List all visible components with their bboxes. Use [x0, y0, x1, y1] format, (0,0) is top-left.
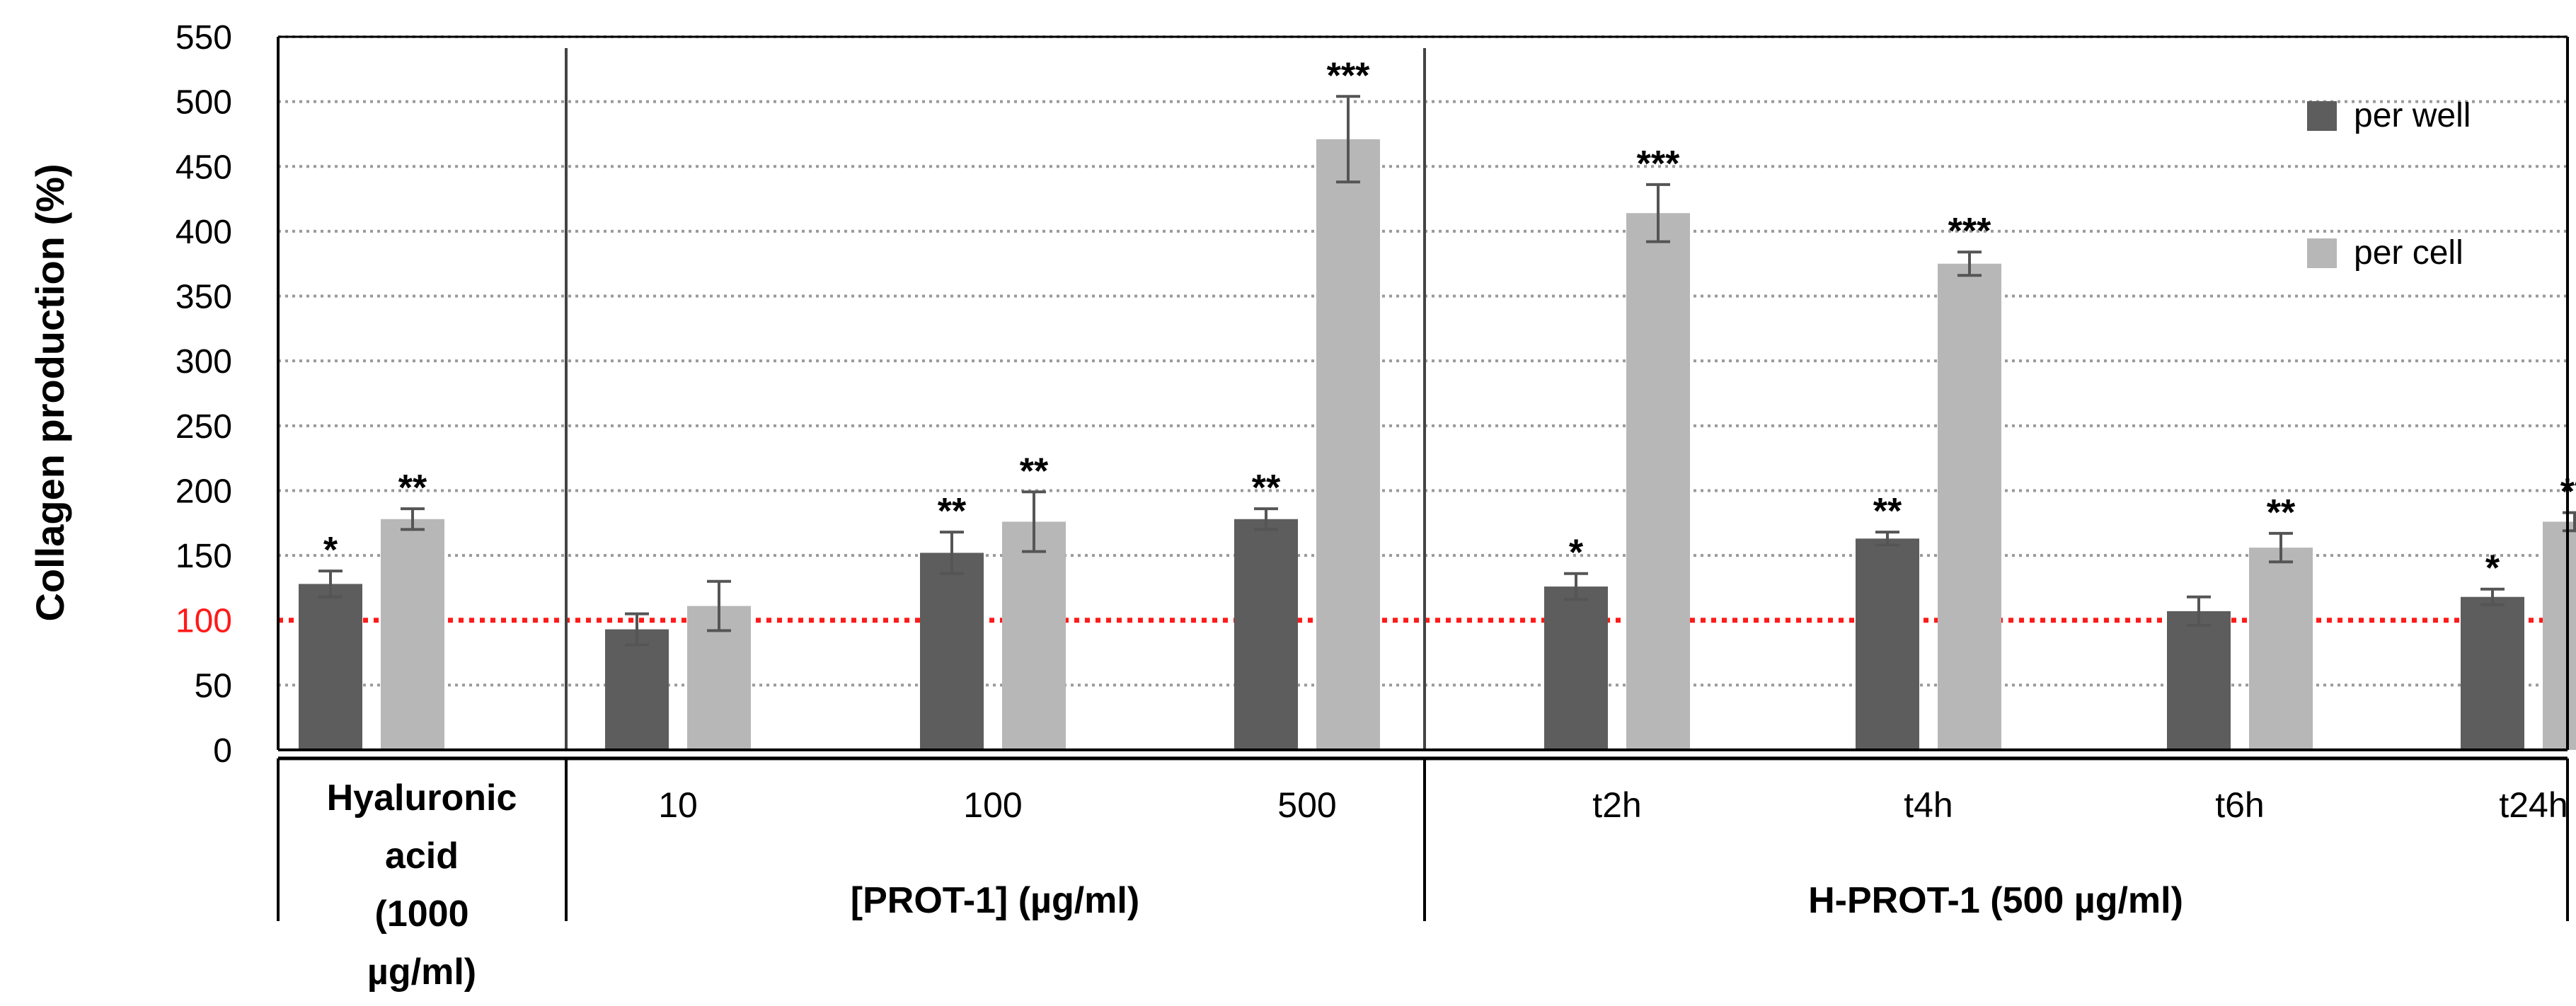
category-label: 500: [1277, 785, 1336, 825]
bar-per-cell: [1938, 263, 2001, 750]
category-label: Hyaluronic: [327, 777, 517, 819]
bar-per-cell: [381, 519, 444, 750]
category-label: t2h: [1592, 785, 1642, 825]
category-label: µg/ml): [367, 952, 476, 993]
significance-label: *: [323, 530, 338, 571]
y-tick-label: 200: [176, 473, 232, 510]
category-label: 100: [963, 785, 1022, 825]
bar-per-cell: [1316, 139, 1380, 750]
category-label: (1000: [375, 894, 469, 935]
y-tick-label: 350: [176, 279, 232, 316]
y-tick-label: 0: [213, 732, 232, 770]
gridlines: [278, 35, 2568, 687]
y-tick-label: 450: [176, 149, 232, 186]
significance-label: **: [2267, 492, 2296, 533]
y-tick-label: 50: [195, 667, 232, 705]
bar-per-well: [605, 629, 669, 750]
legend-label: per well: [2354, 97, 2471, 134]
significance-label: ***: [1948, 211, 1991, 252]
bar-per-well: [1856, 538, 1919, 750]
bar-per-well: [299, 584, 362, 750]
group-separators: [565, 48, 1426, 750]
y-tick-label: 150: [176, 538, 232, 575]
bar-per-cell: [1002, 521, 1066, 750]
bar-per-well: [920, 553, 984, 750]
category-label: t4h: [1904, 785, 1953, 825]
legend-swatch: [2307, 238, 2337, 268]
category-label: t24h: [2499, 785, 2568, 825]
y-tick-labels: 0 50 100 150 200 250 300 350 400 450 500 550: [176, 19, 232, 770]
significance-label: **: [1252, 468, 1281, 509]
legend-label: per cell: [2354, 234, 2463, 272]
y-axis-label: Collagen production (%): [28, 163, 72, 621]
significance-labels: **************************: [323, 55, 2576, 589]
category-label: acid: [385, 836, 459, 877]
bar-per-cell: [1626, 213, 1690, 750]
group-label: H-PROT-1 (500 µg/ml): [1808, 880, 2183, 921]
significance-label: **: [1020, 451, 1049, 492]
y-tick-label: 400: [176, 214, 232, 251]
group-label: [PROT-1] (µg/ml): [851, 880, 1139, 921]
y-tick-label: 300: [176, 343, 232, 381]
axes: [277, 35, 2569, 921]
bar-per-well: [2167, 611, 2231, 750]
bar-per-cell: [2249, 548, 2313, 750]
bar-per-well: [1234, 519, 1298, 750]
significance-label: *: [1569, 533, 1584, 574]
significance-label: *: [2485, 548, 2500, 589]
legend-swatch: [2307, 101, 2337, 131]
bar-per-well: [2461, 596, 2524, 750]
significance-label: ***: [1637, 144, 1680, 185]
category-label: t6h: [2215, 785, 2265, 825]
significance-label: **: [398, 468, 427, 509]
significance-label: ***: [1327, 55, 1370, 96]
bar-per-cell: [2543, 521, 2576, 750]
y-tick-label: 250: [176, 408, 232, 446]
y-tick-label: 500: [176, 84, 232, 122]
category-label: 10: [658, 785, 698, 825]
y-tick-label: 100: [176, 603, 232, 640]
bar-per-well: [1544, 586, 1608, 750]
error-bars: [318, 95, 2576, 647]
significance-label: **: [1873, 491, 1902, 532]
y-tick-label: 550: [176, 19, 232, 57]
bars: [299, 139, 2576, 750]
legend: per well per cell: [2307, 97, 2471, 272]
significance-label: **: [938, 491, 967, 532]
category-labels: Hyaluronic acid (1000 µg/ml) 10 100 500 t2h t4h t…: [327, 777, 2568, 993]
group-labels: [PROT-1] (µg/ml) H-PROT-1 (500 µg/ml): [851, 880, 2183, 921]
